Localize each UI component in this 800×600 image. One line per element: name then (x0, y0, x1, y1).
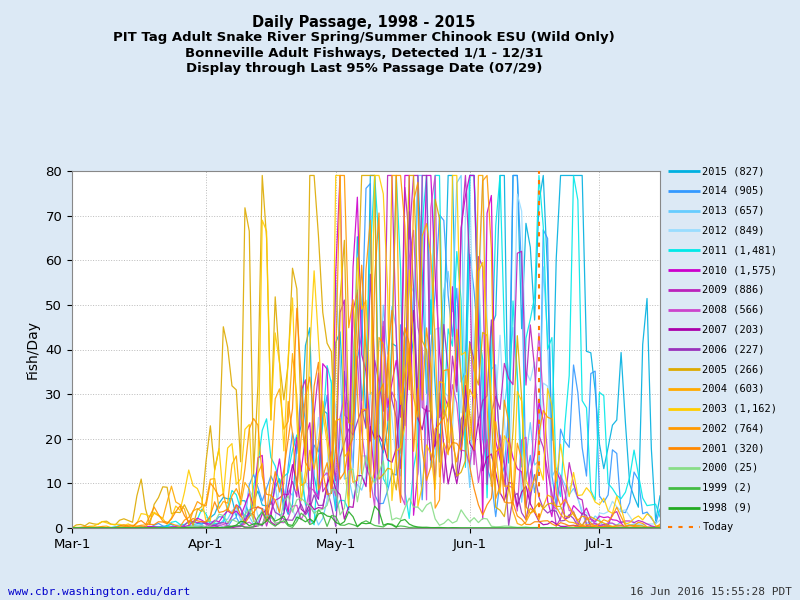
Text: 2006 (227): 2006 (227) (702, 344, 765, 354)
Text: Today: Today (702, 523, 734, 532)
Text: PIT Tag Adult Snake River Spring/Summer Chinook ESU (Wild Only): PIT Tag Adult Snake River Spring/Summer … (113, 31, 615, 44)
Text: 2011 (1,481): 2011 (1,481) (702, 245, 778, 255)
Text: 2010 (1,575): 2010 (1,575) (702, 265, 778, 275)
Text: 2013 (657): 2013 (657) (702, 206, 765, 215)
Text: Daily Passage, 1998 - 2015: Daily Passage, 1998 - 2015 (252, 15, 476, 30)
Text: 16 Jun 2016 15:55:28 PDT: 16 Jun 2016 15:55:28 PDT (630, 587, 792, 597)
Text: Bonneville Adult Fishways, Detected 1/1 - 12/31: Bonneville Adult Fishways, Detected 1/1 … (185, 47, 543, 60)
Text: 2012 (849): 2012 (849) (702, 226, 765, 235)
Text: Display through Last 95% Passage Date (07/29): Display through Last 95% Passage Date (0… (186, 62, 542, 76)
Text: 2003 (1,162): 2003 (1,162) (702, 404, 778, 413)
Text: 1999 (2): 1999 (2) (702, 483, 752, 493)
Text: 2007 (203): 2007 (203) (702, 325, 765, 334)
Y-axis label: Fish/Day: Fish/Day (26, 320, 40, 379)
Text: 1998 (9): 1998 (9) (702, 503, 752, 512)
Text: 2002 (764): 2002 (764) (702, 424, 765, 433)
Text: 2004 (603): 2004 (603) (702, 384, 765, 394)
Text: 2001 (320): 2001 (320) (702, 443, 765, 453)
Text: 2008 (566): 2008 (566) (702, 305, 765, 314)
Text: 2005 (266): 2005 (266) (702, 364, 765, 374)
Text: 2015 (827): 2015 (827) (702, 166, 765, 176)
Text: www.cbr.washington.edu/dart: www.cbr.washington.edu/dart (8, 587, 190, 597)
Text: 2009 (886): 2009 (886) (702, 285, 765, 295)
Text: 2000 (25): 2000 (25) (702, 463, 758, 473)
Text: 2014 (905): 2014 (905) (702, 186, 765, 196)
